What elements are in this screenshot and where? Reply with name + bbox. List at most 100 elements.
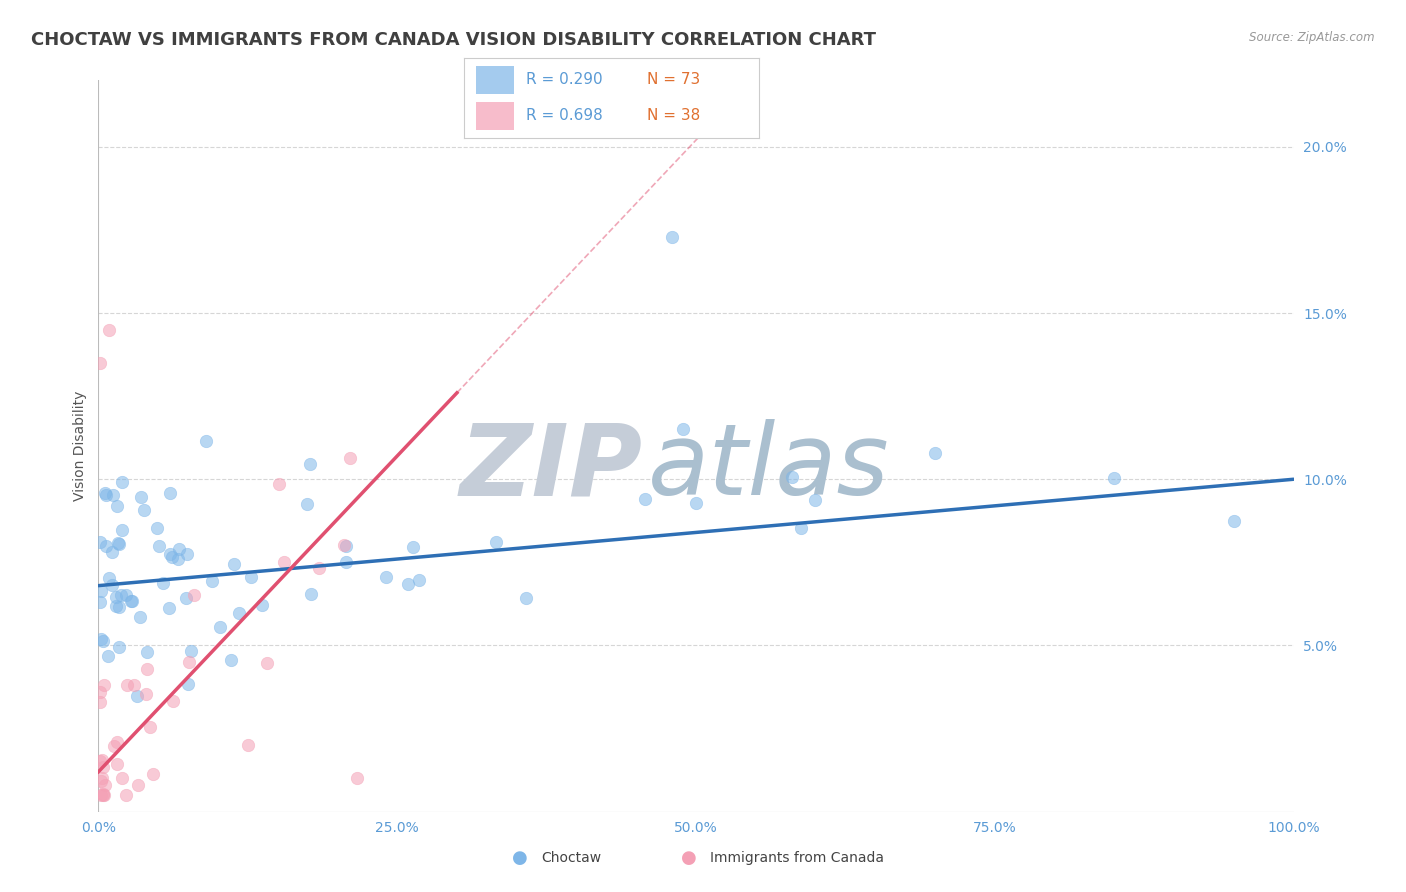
Point	[114, 788, 136, 802]
Point	[685, 496, 707, 510]
Point	[224, 557, 246, 571]
Point	[169, 542, 191, 557]
Point	[250, 598, 273, 612]
Text: ZIP: ZIP	[460, 419, 643, 516]
Point	[129, 490, 152, 504]
Point	[122, 678, 145, 692]
Point	[93, 788, 115, 802]
Text: R = 0.290: R = 0.290	[526, 72, 603, 87]
Point	[139, 720, 162, 734]
Point	[346, 772, 368, 786]
Point	[97, 571, 120, 585]
Point	[136, 645, 159, 659]
Point	[162, 694, 184, 708]
Point	[90, 584, 112, 599]
Point	[152, 576, 174, 591]
Point	[782, 470, 804, 484]
Point	[176, 547, 198, 561]
Point	[256, 656, 278, 670]
Point	[183, 588, 205, 602]
Point	[515, 591, 537, 606]
Point	[110, 588, 132, 602]
Point	[135, 662, 157, 676]
Point	[162, 549, 184, 564]
Point	[111, 523, 134, 537]
Point	[101, 488, 124, 502]
Point	[91, 788, 114, 802]
Point	[97, 649, 120, 664]
Text: CHOCTAW VS IMMIGRANTS FROM CANADA VISION DISABILITY CORRELATION CHART: CHOCTAW VS IMMIGRANTS FROM CANADA VISION…	[31, 31, 876, 49]
Point	[101, 578, 124, 592]
Point	[101, 544, 124, 558]
Point	[103, 739, 125, 754]
Point	[396, 576, 419, 591]
Point	[484, 535, 506, 549]
Point	[90, 771, 112, 785]
Point	[374, 570, 396, 584]
Point	[91, 787, 114, 801]
Point	[89, 694, 111, 708]
Point	[174, 591, 197, 606]
Point	[115, 588, 138, 602]
Point	[107, 536, 129, 550]
Point	[148, 540, 170, 554]
Point	[273, 555, 295, 569]
Point	[105, 590, 128, 604]
Point	[89, 356, 111, 370]
Point	[339, 451, 361, 466]
Text: atlas: atlas	[648, 419, 890, 516]
Point	[94, 778, 117, 792]
Text: N = 73: N = 73	[647, 72, 700, 87]
Text: ●: ●	[512, 849, 529, 867]
Point	[111, 771, 134, 785]
Point	[89, 755, 111, 769]
Point	[295, 497, 318, 511]
Point	[1223, 515, 1246, 529]
Point	[145, 521, 167, 535]
Point	[94, 488, 117, 502]
Point	[308, 561, 330, 575]
Point	[239, 569, 262, 583]
Point	[98, 323, 121, 337]
Point	[91, 633, 114, 648]
Point	[91, 760, 114, 774]
Point	[135, 687, 157, 701]
Point	[128, 610, 150, 624]
Point	[804, 493, 827, 508]
Point	[107, 537, 129, 551]
Point	[177, 655, 200, 669]
Point	[219, 653, 242, 667]
Point	[90, 788, 112, 802]
Point	[159, 600, 181, 615]
Point	[236, 738, 259, 752]
Point	[104, 599, 127, 614]
Point	[132, 503, 155, 517]
Point	[89, 534, 111, 549]
Point	[105, 500, 128, 514]
Point	[108, 640, 131, 654]
Point	[335, 539, 357, 553]
Point	[96, 539, 118, 553]
Point	[121, 593, 143, 607]
Point	[167, 551, 190, 566]
Point	[201, 574, 224, 589]
Point	[408, 574, 430, 588]
Point	[180, 644, 202, 658]
Point	[335, 555, 357, 569]
Point	[105, 735, 128, 749]
Point	[228, 607, 250, 621]
Bar	[475, 66, 515, 95]
Point	[267, 476, 290, 491]
Point	[177, 677, 200, 691]
Point	[105, 756, 128, 771]
Point	[89, 684, 111, 698]
Point	[110, 475, 132, 489]
Point	[209, 619, 232, 633]
Point	[142, 766, 165, 780]
Point	[634, 491, 657, 506]
Point	[94, 486, 117, 500]
Point	[90, 753, 112, 767]
Bar	[475, 103, 515, 130]
Point	[159, 548, 181, 562]
Point	[90, 632, 112, 646]
